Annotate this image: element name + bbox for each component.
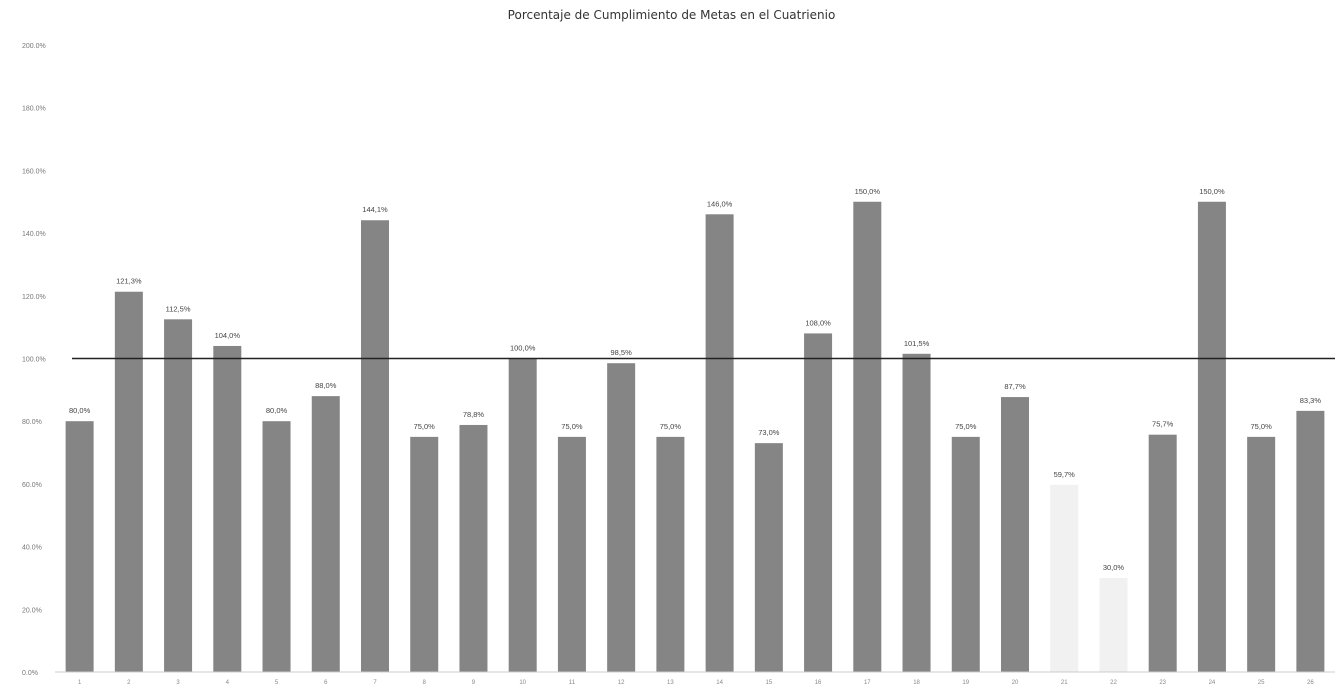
data-label: 146,0% [707,199,733,208]
x-tick-label: 6 [324,680,328,686]
data-label: 80,0% [266,406,288,415]
bar [902,353,931,672]
data-label: 150,0% [855,187,881,196]
bar [951,436,980,672]
x-tick-label: 23 [1159,680,1166,686]
data-label: 101,5% [904,339,930,348]
x-tick-label: 26 [1307,680,1314,686]
data-label: 87,7% [1004,382,1026,391]
x-tick-label: 24 [1209,680,1216,686]
data-label: 108,0% [805,318,831,327]
bar [459,424,488,672]
bar [1001,397,1029,672]
bar [1148,434,1177,672]
x-tick-label: 4 [226,680,230,686]
x-tick-label: 13 [667,680,674,686]
data-label: 80,0% [69,406,91,415]
bar [804,333,833,672]
bar [705,214,734,673]
x-tick-label: 25 [1258,680,1265,686]
data-label: 100,0% [510,344,536,353]
data-labels-group: 80,0% 121,3% 112,5% 104,0% 80,0% 88,0% 144,1% 7… [69,187,1321,572]
x-tick-label: 17 [864,680,871,686]
bar [656,436,685,672]
x-tick-label: 22 [1110,680,1117,686]
bar [1296,410,1325,672]
x-tick-label: 1 [78,680,82,686]
bar [754,443,783,672]
data-label: 75,0% [660,422,682,431]
data-label: 98,5% [611,348,633,357]
x-tick-label: 20 [1012,680,1019,686]
y-tick-label: 0.0% [22,670,38,677]
bar [410,436,439,672]
data-label: 83,3% [1300,396,1322,405]
bar [557,436,586,672]
data-label: 75,7% [1152,420,1174,429]
data-label: 112,5% [166,304,191,313]
y-tick-label: 100.0% [22,357,46,364]
x-tick-label: 3 [176,680,180,686]
bar [607,363,636,672]
x-tick-label: 5 [275,680,279,686]
x-tick-label: 10 [519,680,526,686]
x-tick-label: 19 [962,680,969,686]
bar [262,421,291,672]
data-label: 150,0% [1199,187,1225,196]
y-tick-label: 140.0% [22,231,46,238]
y-tick-label: 200.0% [22,43,46,50]
data-label: 75,0% [561,422,583,431]
bar [164,319,193,672]
chart-title: Porcentaje de Cumplimiento de Metas en e… [507,8,836,22]
x-tick-label: 11 [569,680,576,686]
x-tick-label: 14 [716,680,723,686]
bar [361,220,389,672]
y-tick-label: 160.0% [22,168,46,175]
x-axis: 1 2 3 4 5 6 7 8 9 10 11 12 13 14 15 16 17 18 19 20 21 22 23 24 2… [55,671,1335,686]
data-label: 121,3% [116,277,142,286]
x-tick-label: 15 [766,680,773,686]
data-label: 75,0% [1251,422,1273,431]
x-tick-label: 12 [618,680,625,686]
bar [65,421,94,672]
bar [114,291,143,672]
x-tick-label: 21 [1061,680,1068,686]
bar [311,396,340,672]
y-tick-label: 60.0% [22,482,42,489]
bars-group [65,201,1325,673]
x-tick-label: 16 [815,680,822,686]
y-tick-label: 180.0% [22,106,46,113]
data-label: 75,0% [414,422,436,431]
data-label: 59,7% [1054,470,1076,479]
bar [1050,484,1079,672]
y-axis: 0.0% 20.0% 40.0% 60.0% 80.0% 100.0% 120.0% 140.… [22,43,46,677]
data-label: 75,0% [955,422,977,431]
y-tick-label: 80.0% [22,419,42,426]
bar [1247,436,1276,672]
data-label: 88,0% [315,381,337,390]
data-label: 144,1% [362,205,388,214]
bar [213,345,242,672]
data-label: 104,0% [215,331,241,340]
bar [508,358,537,672]
data-label: 30,0% [1103,563,1125,572]
x-tick-label: 9 [472,680,476,686]
bar [1197,201,1226,672]
data-label: 73,0% [758,428,780,437]
y-tick-label: 40.0% [22,545,42,552]
y-tick-label: 20.0% [22,607,42,614]
x-tick-label: 7 [373,680,377,686]
x-tick-label: 18 [913,680,920,686]
data-label: 78,8% [463,410,485,419]
x-tick-label: 8 [423,680,427,686]
bar [853,201,882,672]
y-tick-label: 120.0% [22,294,46,301]
x-tick-label: 2 [127,680,131,686]
bar [1099,577,1128,672]
